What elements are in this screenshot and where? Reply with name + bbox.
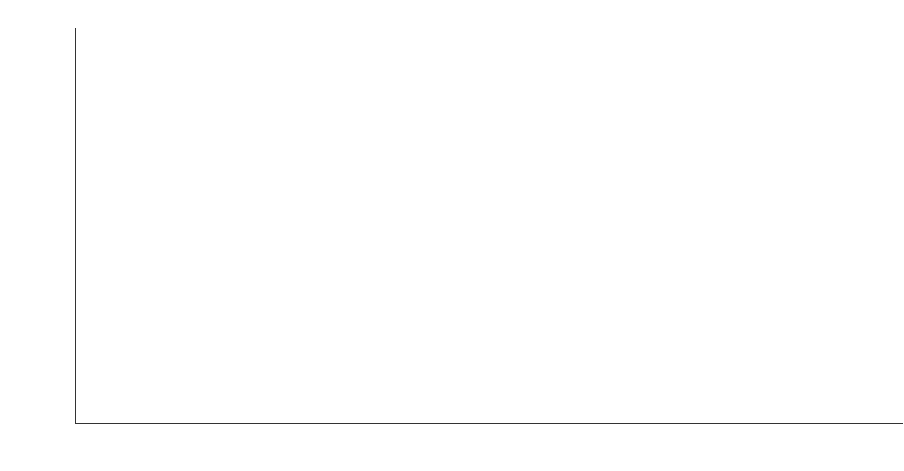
plot-area: [75, 28, 903, 424]
